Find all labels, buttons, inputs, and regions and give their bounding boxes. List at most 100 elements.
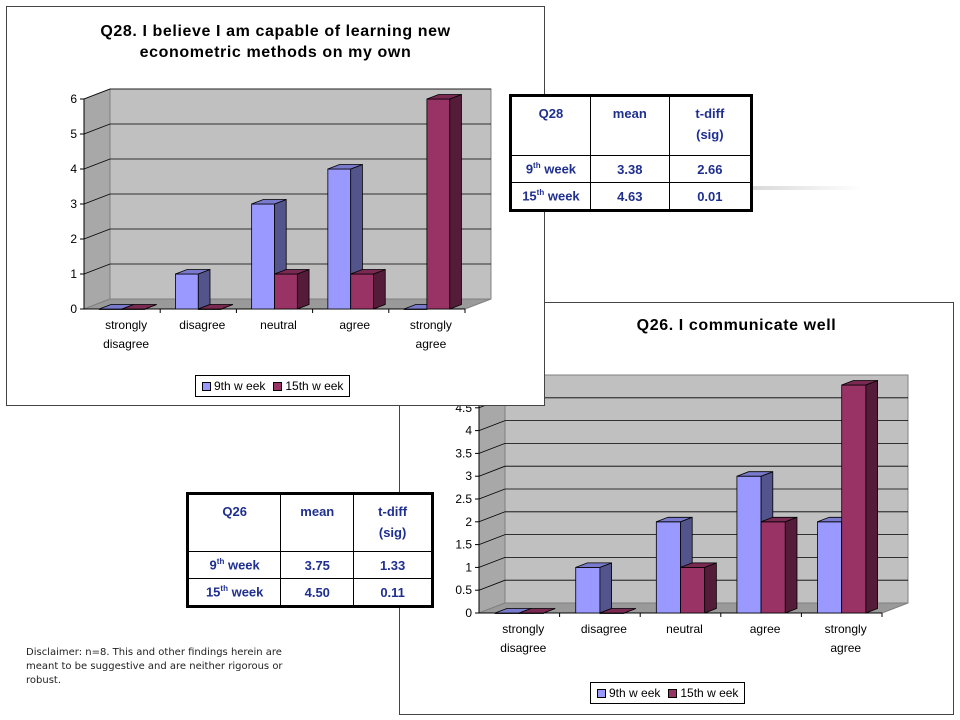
bar-top (175, 269, 211, 275)
y-tick-label: 4 (70, 162, 77, 176)
legend-item-week9: 9th w eek (597, 686, 660, 700)
gridline (478, 488, 908, 500)
stats-table-q28: Q28 mean t-diff (sig) 9th week 3.38 2.66… (509, 94, 753, 212)
gridline (83, 123, 491, 135)
y-tick-label: 4 (465, 424, 472, 438)
gridline (478, 511, 908, 523)
x-tick-label: agree (339, 318, 370, 332)
table-cell-tdiff: 1.33 (353, 551, 432, 579)
bar-top (251, 199, 287, 205)
bar-front (175, 273, 199, 310)
table-cell-mean: 4.50 (280, 578, 355, 606)
bar-front (841, 384, 867, 614)
legend-swatch-week9 (202, 381, 211, 391)
y-tick-label: 5 (70, 127, 77, 141)
y-tick-label: 1.5 (455, 538, 472, 552)
bar-front (251, 203, 275, 310)
bar-top (841, 380, 878, 386)
legend-swatch-week15 (668, 688, 678, 698)
y-tick-label: 2.5 (455, 492, 472, 506)
x-tick-label: strongly disagree (500, 622, 546, 655)
bar-top (760, 516, 798, 523)
bar-side (449, 93, 462, 310)
x-tick-label: neutral (260, 318, 297, 332)
bar (175, 268, 211, 310)
y-tick-label: 0.5 (455, 583, 472, 597)
chart-title-q26: Q26. I communicate well (636, 317, 837, 334)
y-tick-label: 1 (70, 267, 77, 281)
legend-label-week9: 9th w eek (214, 379, 266, 393)
bar (680, 562, 717, 614)
bar-top (350, 269, 386, 275)
bar-top (736, 471, 773, 477)
table-header-row: Q26 mean t-diff (sig) (187, 494, 432, 552)
bar-top (274, 269, 310, 275)
table-cell-tdiff: 2.66 (668, 155, 752, 183)
table-row: 9th week 3.75 1.33 (187, 551, 432, 579)
bar-front (680, 566, 706, 614)
bar (575, 562, 613, 614)
table-header-cell: t-diff (sig) (353, 494, 432, 552)
x-tick-label: strongly agree (410, 318, 452, 351)
table-cell-mean: 3.75 (280, 551, 355, 579)
bar-top (599, 608, 636, 614)
y-tick-label: 3 (465, 469, 472, 483)
legend-q28: 9th w eek 15th w eek (195, 375, 351, 397)
table-header-cell: mean (589, 96, 670, 156)
table-header-cell: mean (280, 494, 355, 552)
bar-front (817, 521, 843, 614)
bar-side (784, 516, 798, 614)
bar-side (704, 562, 717, 614)
y-tick-label: 6 (70, 92, 77, 106)
table-header-cell: Q26 (187, 494, 282, 552)
gridline (83, 193, 491, 205)
bar (197, 304, 234, 310)
chart-title-q28: Q28. I believe I am capable of learning … (100, 23, 451, 61)
table-row: 15th week 4.63 0.01 (511, 182, 752, 210)
bar-side (599, 562, 613, 614)
table-row-label: 9th week (187, 551, 282, 579)
bar-top (426, 94, 462, 100)
bar-front (426, 98, 451, 310)
bar-front (274, 273, 298, 310)
bar (274, 268, 310, 310)
gridline (83, 228, 491, 240)
y-tick-label: 0 (465, 606, 472, 620)
table-header-cell: t-diff (sig) (668, 96, 752, 156)
bar-side (373, 268, 386, 310)
bar (121, 304, 157, 310)
gridline (478, 465, 908, 477)
table-cell-tdiff: 0.01 (668, 182, 752, 210)
bar-top (121, 304, 157, 310)
bar-top (575, 562, 612, 568)
chart-panel-q26: Q26. I communicate well 0 0.5 1 1.5 2 2.5 3 3.5… (399, 302, 954, 715)
bar-chart-q28: 0 1 2 3 4 5 6 strongly disagree disagree neutral ag… (70, 88, 492, 351)
legend-item-week15: 15th w eek (273, 379, 343, 393)
x-tick-label: agree (750, 622, 781, 636)
bar (518, 608, 556, 614)
table-cell-mean: 3.38 (589, 155, 670, 183)
bar-top (680, 562, 717, 568)
bar (599, 608, 636, 614)
table-row-label: 15th week (187, 578, 282, 606)
table-header-cell: Q28 (511, 96, 591, 156)
bar (841, 379, 878, 614)
table-shadow (750, 186, 862, 190)
bar-top (656, 516, 693, 523)
disclaimer-text: Disclaimer: n=8. This and other findings… (26, 647, 283, 686)
table-cell-tdiff: 0.11 (353, 578, 432, 606)
bar (426, 93, 462, 310)
bar (760, 516, 798, 614)
bar-front (350, 273, 374, 310)
x-tick-label: strongly disagree (103, 318, 149, 351)
y-tick-label: 2 (465, 515, 472, 529)
legend-label-week15: 15th w eek (285, 379, 344, 393)
bar-side (197, 268, 211, 310)
legend-swatch-week9 (597, 688, 606, 698)
table-row: 9th week 3.38 2.66 (511, 155, 752, 183)
table-cell-mean: 4.63 (589, 182, 670, 210)
bar-top (198, 304, 234, 310)
gridline (478, 420, 908, 431)
x-tick-label: disagree (179, 318, 225, 332)
table-row-label: 15th week (511, 182, 591, 210)
